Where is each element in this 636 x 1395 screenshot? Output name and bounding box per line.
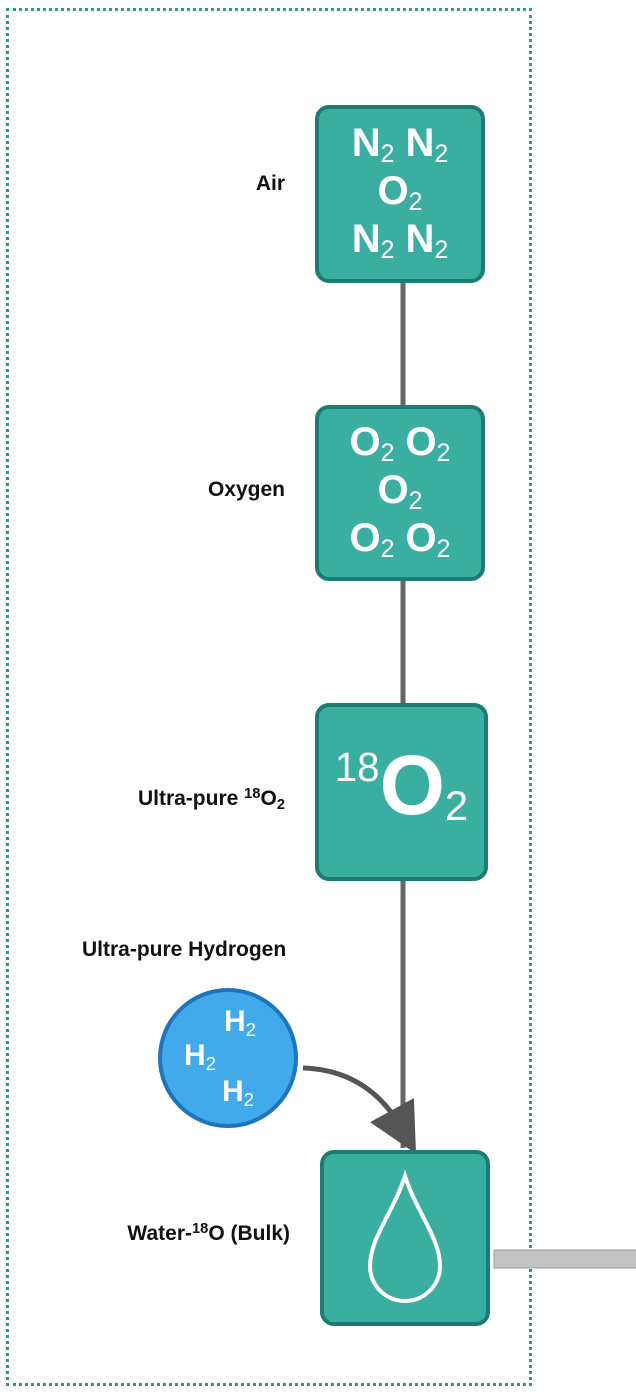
- sub-text: 2: [436, 536, 451, 564]
- text: Ultra-pure Hydrogen: [82, 938, 287, 961]
- sub-text: 2: [436, 440, 451, 468]
- text: N: [394, 217, 435, 261]
- formula-line: H2: [222, 1076, 254, 1111]
- node-label: Air: [256, 172, 285, 196]
- text: O: [260, 787, 277, 810]
- text: N: [351, 121, 381, 165]
- node-box: O2 O2 O2 O2 O2: [315, 405, 485, 581]
- text: Oxygen: [207, 478, 285, 501]
- sub-text: 2: [444, 781, 469, 829]
- hydrogen-circle: H2 H2 H2: [158, 988, 298, 1128]
- outlet-pipe: [493, 1249, 636, 1269]
- text: O: [377, 468, 409, 512]
- node-box: [320, 1150, 490, 1326]
- text: Ultra-pure: [137, 787, 245, 810]
- dotted-frame: [6, 8, 532, 1386]
- text: O: [379, 737, 445, 832]
- text: N: [351, 217, 381, 261]
- sub-text: 2: [380, 440, 395, 468]
- node-label: Water-18O (Bulk): [127, 1221, 290, 1246]
- node-box: N2 N2 O2 N2 N2: [315, 105, 485, 283]
- text: O: [349, 420, 381, 464]
- sup-text: 18: [191, 1221, 209, 1238]
- sub-text: 2: [380, 237, 395, 265]
- sub-text: 2: [245, 1018, 257, 1040]
- text: H: [222, 1075, 244, 1108]
- sup-text: 18: [244, 786, 261, 803]
- arrow: [302, 1065, 417, 1154]
- sub-text: 2: [205, 1052, 217, 1074]
- text: O: [349, 516, 381, 560]
- formula-line: O2: [378, 170, 423, 218]
- hydrogen-label: Ultra-pure Hydrogen: [82, 938, 286, 962]
- sub-text: 2: [434, 237, 449, 265]
- text: O: [377, 169, 409, 213]
- formula-line: H2: [184, 1040, 216, 1075]
- node-label: Oxygen: [208, 478, 285, 502]
- formula-line: 18O2: [335, 740, 469, 845]
- sub-text: 2: [243, 1088, 255, 1110]
- text: H: [224, 1005, 246, 1038]
- text: O: [394, 516, 437, 560]
- sub-text: 2: [408, 189, 423, 217]
- sub-text: 2: [408, 488, 423, 516]
- formula-line: H2: [224, 1006, 256, 1041]
- formula-line: O2: [378, 469, 423, 517]
- sub-text: 2: [434, 141, 449, 169]
- formula-line: N2 N2: [352, 122, 448, 170]
- drop-icon: [367, 1169, 443, 1303]
- text: O (Bulk): [208, 1222, 290, 1245]
- sup-text: 18: [334, 744, 380, 791]
- formula-line: O2 O2: [350, 421, 451, 469]
- formula-line: N2 N2: [352, 218, 448, 266]
- node-box: 18O2: [315, 703, 488, 881]
- sub-text: 2: [276, 796, 285, 813]
- node-label: Ultra-pure 18O2: [137, 786, 285, 813]
- sub-text: 2: [380, 536, 395, 564]
- text: H: [184, 1039, 206, 1072]
- sub-text: 2: [380, 141, 395, 169]
- text: O: [394, 420, 437, 464]
- text: N: [394, 121, 435, 165]
- text: Water-: [127, 1222, 192, 1245]
- formula-line: O2 O2: [350, 517, 451, 565]
- text: Air: [255, 172, 285, 195]
